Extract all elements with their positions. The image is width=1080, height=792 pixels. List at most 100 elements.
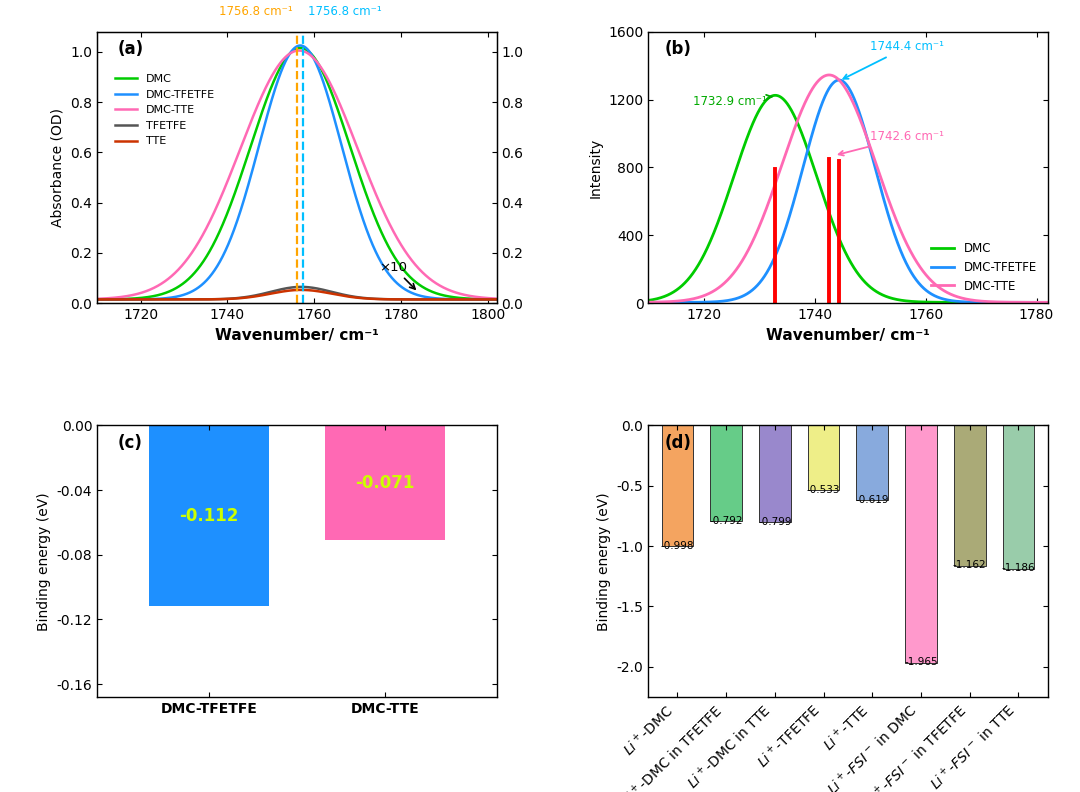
- DMC-TTE: [793, 112, 806, 122]
- Text: -0.619: -0.619: [855, 495, 889, 505]
- DMC: [260, 95, 273, 105]
- Text: -0.792: -0.792: [710, 516, 743, 526]
- TTE: [260, 290, 273, 299]
- TFETFE: [295, 282, 308, 291]
- TFETFE: [446, 295, 459, 304]
- DMC: [154, 290, 167, 299]
- DMC-TTE: [631, 298, 644, 307]
- Text: -0.998: -0.998: [661, 541, 694, 550]
- Bar: [711, 425, 742, 521]
- Line: DMC-TFETFE: DMC-TFETFE: [637, 80, 1058, 303]
- DMC-TTE: [242, 124, 255, 133]
- DMC-TFETFE: [704, 297, 717, 307]
- DMC: [793, 121, 806, 131]
- DMC-TFETFE: [631, 298, 644, 307]
- DMC-TFETFE: [1052, 298, 1065, 307]
- Text: (c): (c): [117, 433, 143, 451]
- Bar: [954, 425, 986, 565]
- Text: (b): (b): [664, 40, 691, 58]
- DMC: [294, 44, 307, 53]
- DMC-TTE: [678, 295, 691, 305]
- DMC: [769, 90, 782, 100]
- DMC-TTE: [811, 78, 824, 87]
- Bar: [149, 425, 269, 607]
- DMC-TFETFE: [260, 114, 273, 124]
- DMC-TFETFE: [999, 298, 1012, 307]
- DMC: [490, 295, 503, 304]
- Text: ×10: ×10: [379, 261, 415, 289]
- DMC-TFETFE: [1044, 298, 1057, 307]
- Line: DMC-TTE: DMC-TTE: [637, 75, 1058, 303]
- TFETFE: [82, 295, 95, 304]
- DMC: [1044, 298, 1057, 307]
- Text: (d): (d): [664, 433, 691, 451]
- Text: 1756.8 cm⁻¹: 1756.8 cm⁻¹: [219, 5, 293, 18]
- DMC-TFETFE: [154, 294, 167, 303]
- DMC-TTE: [704, 288, 717, 298]
- Text: (a): (a): [117, 40, 144, 58]
- DMC: [704, 237, 717, 246]
- DMC-TFETFE: [833, 75, 846, 85]
- DMC-TFETFE: [678, 298, 691, 307]
- DMC-TTE: [82, 295, 95, 304]
- DMC: [1052, 298, 1065, 307]
- DMC-TTE: [293, 46, 306, 55]
- Bar: [1002, 425, 1035, 569]
- Bar: [808, 425, 839, 489]
- Text: -1.162: -1.162: [953, 561, 986, 570]
- DMC: [631, 297, 644, 307]
- DMC: [811, 173, 824, 183]
- DMC-TTE: [446, 287, 459, 296]
- Line: DMC: DMC: [637, 95, 1058, 303]
- Text: 1756.8 cm⁻¹: 1756.8 cm⁻¹: [308, 5, 381, 18]
- DMC-TFETFE: [294, 40, 307, 50]
- DMC-TFETFE: [499, 295, 512, 304]
- Text: -1.965: -1.965: [904, 657, 937, 668]
- TTE: [446, 295, 459, 304]
- Bar: [325, 425, 445, 540]
- Line: TTE: TTE: [89, 290, 505, 299]
- DMC-TFETFE: [446, 295, 459, 304]
- Bar: [759, 425, 791, 522]
- DMC: [82, 295, 95, 304]
- Text: -0.071: -0.071: [355, 474, 415, 492]
- DMC-TTE: [490, 294, 503, 303]
- TTE: [490, 295, 503, 304]
- Text: -1.186: -1.186: [1001, 563, 1036, 573]
- Text: -0.799: -0.799: [758, 516, 792, 527]
- TFETFE: [130, 295, 143, 304]
- TTE: [242, 292, 255, 302]
- Bar: [905, 425, 936, 663]
- DMC: [242, 149, 255, 158]
- TFETFE: [260, 288, 273, 298]
- DMC: [499, 295, 512, 304]
- Line: DMC-TFETFE: DMC-TFETFE: [89, 45, 505, 299]
- DMC: [678, 278, 691, 287]
- DMC-TTE: [260, 82, 273, 91]
- TTE: [154, 295, 167, 304]
- Bar: [662, 425, 693, 546]
- Line: DMC-TTE: DMC-TTE: [89, 51, 505, 299]
- Legend: DMC, DMC-TFETFE, DMC-TTE: DMC, DMC-TFETFE, DMC-TTE: [926, 237, 1042, 297]
- DMC-TFETFE: [130, 295, 143, 304]
- Y-axis label: Absorbance (OD): Absorbance (OD): [51, 108, 65, 227]
- Y-axis label: Intensity: Intensity: [589, 137, 603, 197]
- Line: DMC: DMC: [89, 48, 505, 299]
- DMC-TFETFE: [490, 295, 503, 304]
- DMC: [999, 298, 1012, 307]
- DMC-TTE: [999, 298, 1012, 307]
- TTE: [295, 285, 308, 295]
- DMC-TTE: [154, 280, 167, 289]
- Legend: DMC, DMC-TFETFE, DMC-TTE, TFETFE, TTE: DMC, DMC-TFETFE, DMC-TTE, TFETFE, TTE: [111, 70, 220, 151]
- Text: 1732.9 cm⁻¹: 1732.9 cm⁻¹: [692, 95, 772, 108]
- DMC-TFETFE: [82, 295, 95, 304]
- DMC-TTE: [1044, 298, 1057, 307]
- TFETFE: [154, 295, 167, 304]
- Text: -0.112: -0.112: [179, 507, 239, 525]
- TFETFE: [490, 295, 503, 304]
- DMC-TTE: [130, 290, 143, 299]
- TTE: [82, 295, 95, 304]
- Text: -0.533: -0.533: [807, 485, 840, 494]
- Text: 1742.6 cm⁻¹: 1742.6 cm⁻¹: [839, 131, 944, 155]
- TTE: [130, 295, 143, 304]
